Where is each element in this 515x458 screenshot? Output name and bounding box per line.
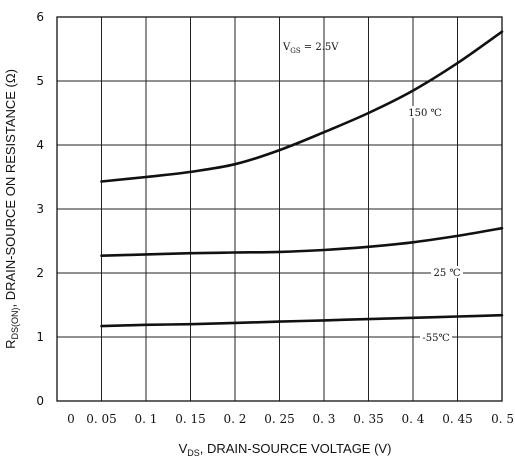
y-tick-label: 1 — [36, 330, 44, 344]
vgs-condition-label: VGS = 2.5V — [282, 42, 339, 55]
y-tick-labels: 0 1 2 3 4 5 6 — [36, 10, 44, 408]
y-tick-label: 5 — [36, 74, 44, 88]
x-tick-label: 0. 1 — [135, 412, 158, 426]
x-tick-label: 0. 25 — [264, 412, 295, 426]
series-line-minus55c — [100, 313, 504, 328]
x-tick-labels: 0 0. 05 0. 1 0. 15 0. 2 0. 25 0. 3 0. 35 0. 4 0. … — [67, 412, 514, 426]
series-label-background — [431, 266, 463, 278]
y-tick-label: 4 — [36, 138, 44, 152]
series-lines — [100, 30, 504, 328]
y-tick-label: 2 — [36, 266, 44, 280]
y-tick-label: 0 — [36, 394, 44, 408]
series-label-25c: 25 ℃ — [433, 268, 460, 279]
y-axis-label: RDS(ON), DRAIN-SOURCE ON RESISTANCE (Ω) — [3, 69, 20, 349]
x-axis-label: VDS, DRAIN-SOURCE VOLTAGE (V) — [179, 441, 392, 458]
plot-frame — [56, 16, 503, 402]
series-label-150c: 150 ℃ — [408, 108, 441, 119]
series-label-background — [420, 331, 452, 343]
series-line-150c — [100, 30, 504, 183]
x-tick-label: 0. 5 — [491, 412, 514, 426]
x-tick-label: 0 — [67, 412, 75, 426]
series-label-background — [405, 106, 445, 118]
series-label-minus55c: -55℃ — [422, 333, 449, 344]
x-tick-label: 0. 4 — [402, 412, 425, 426]
x-tick-label: 0. 15 — [175, 412, 206, 426]
x-tick-label: 0. 3 — [313, 412, 336, 426]
x-tick-label: 0. 45 — [442, 412, 473, 426]
series-line-25c — [100, 226, 504, 257]
x-tick-label: 0. 35 — [353, 412, 384, 426]
x-tick-label: 0. 2 — [224, 412, 247, 426]
annotations: 150 ℃ 25 ℃ -55℃ — [405, 106, 463, 344]
x-tick-label: 0. 05 — [86, 412, 117, 426]
y-tick-label: 6 — [36, 10, 44, 24]
y-tick-label: 3 — [36, 202, 44, 216]
